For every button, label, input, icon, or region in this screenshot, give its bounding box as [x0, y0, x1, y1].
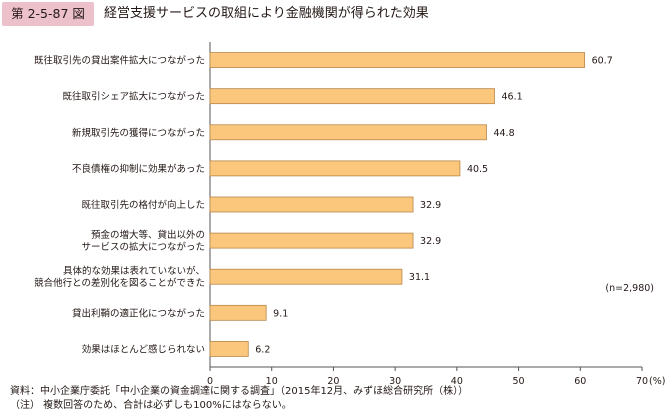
bar	[209, 196, 414, 213]
bar	[209, 124, 487, 141]
x-tick-label: 40	[451, 376, 463, 387]
category-label: 預金の増大等、貸出以外の	[91, 229, 205, 241]
category-label: 既往取引シェア拡大につながった	[62, 91, 205, 103]
category-label: 既往取引先の貸出案件拡大につながった	[34, 55, 205, 67]
source-note: 資料：中小企業庁委託「中小企業の資金調達に関する調査」（2015年12月、みずほ…	[10, 386, 469, 397]
x-tick-label: 20	[327, 376, 339, 387]
category-label: 既往取引先の格付が向上した	[81, 199, 205, 211]
bar-value-label: 6.2	[255, 344, 270, 355]
bar	[209, 52, 586, 68]
bar	[209, 88, 495, 105]
bar	[209, 341, 249, 357]
x-axis-unit: (%)	[649, 376, 665, 387]
bar-value-label: 46.1	[502, 92, 523, 103]
bar	[209, 232, 414, 249]
x-tick-label: 0	[207, 376, 213, 387]
bar-value-label: 32.9	[420, 200, 441, 211]
x-tick-label: 30	[389, 376, 401, 387]
figure-number-badge: 第 2-5-87 図	[2, 2, 94, 26]
bar	[209, 268, 403, 285]
category-label: サービスの拡大につながった	[81, 241, 205, 253]
x-tick-label: 50	[513, 376, 525, 387]
bar-value-label: 32.9	[420, 236, 441, 247]
x-tick-label: 70	[636, 376, 648, 387]
bar	[209, 160, 461, 177]
category-label: 効果はほとんど感じられない	[82, 343, 205, 355]
bar-value-label: 60.7	[592, 56, 613, 67]
sample-size-annotation: (n=2,980)	[605, 283, 654, 294]
category-label: 新規取引先の獲得につながった	[72, 127, 205, 139]
category-label: 貸出利鞘の適正化につながった	[72, 307, 205, 319]
category-label: 具体的な効果は表れていないが、	[63, 265, 205, 277]
bar-value-label: 40.5	[467, 164, 488, 175]
category-label: 不良債権の抑制に効果があった	[72, 163, 205, 175]
remark-note: （注） 複数回答のため、合計は必ずしも100%にはならない。	[10, 400, 292, 411]
bar	[209, 304, 267, 321]
x-tick-label: 60	[574, 376, 586, 387]
chart-title: 経営支援サービスの取組により金融機関が得られた効果	[104, 6, 429, 21]
category-label: 競合他行との差別化を図ることができた	[34, 277, 205, 289]
bar-value-label: 9.1	[273, 308, 288, 319]
x-tick-label: 10	[266, 376, 278, 387]
bar-value-label: 44.8	[493, 128, 514, 139]
bar-value-label: 31.1	[409, 272, 430, 283]
